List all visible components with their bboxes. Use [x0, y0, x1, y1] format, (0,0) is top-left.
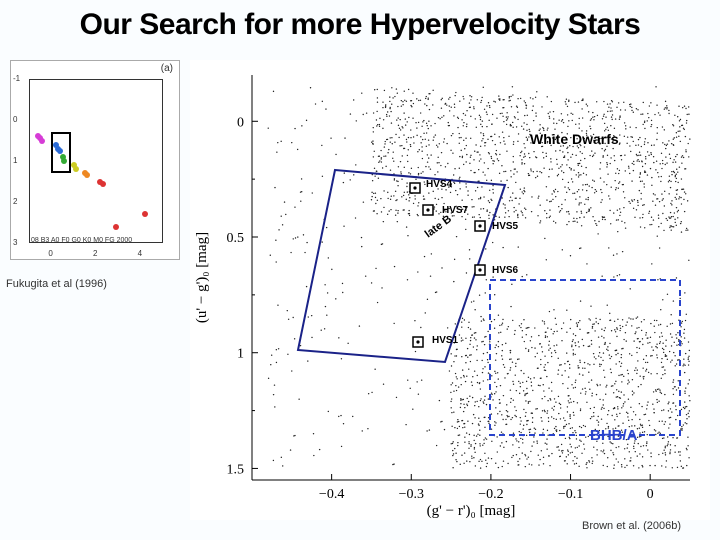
- ytick-label: 1.5: [227, 462, 245, 477]
- page-title: Our Search for more Hypervelocity Stars: [0, 8, 720, 42]
- hvs-label: HVS7: [442, 205, 469, 216]
- left-ytick: 2: [13, 197, 17, 206]
- hvs-label: HVS4: [426, 179, 453, 190]
- hvs-marker-dot: [416, 340, 419, 343]
- left-ytick: 0: [13, 115, 17, 124]
- main-color-color-panel: 0 0.5 1 1.5 −0.4 −0.3 −0.2 −0.1 0 (g' − r')₀ [mag…: [190, 60, 710, 520]
- left-xtick: 2: [93, 249, 97, 258]
- left-citation: Fukugita et al (1996): [6, 278, 107, 290]
- xtick-label: −0.4: [319, 487, 344, 502]
- left-color-color-panel: (a) -1 0 1 2 3 0 2 4 08 B3 A0 F0 G0 K0 M0 FG 200…: [10, 60, 180, 260]
- ytick-label: 0.5: [227, 231, 245, 246]
- hvs-marker-dot: [426, 208, 429, 211]
- ytick-label: 1: [237, 347, 244, 362]
- panel-tag: (a): [161, 63, 173, 74]
- hvs-marker-dot: [478, 268, 481, 271]
- hvs-label: HVS1: [432, 335, 459, 346]
- scatter-group: [268, 86, 691, 469]
- left-xtick: 4: [138, 249, 142, 258]
- ytick-label: 0: [237, 115, 244, 130]
- bhb-a-label: BHB/A: [590, 427, 638, 444]
- left-legend: 08 B3 A0 F0 G0 K0 M0 FG 2000: [31, 237, 132, 244]
- right-citation: Brown et al. (2006b): [582, 520, 681, 532]
- xtick-label: −0.1: [558, 487, 583, 502]
- bhb-a-selection: [490, 280, 680, 435]
- hvs-marker-dot: [413, 186, 416, 189]
- left-xtick: 0: [48, 249, 52, 258]
- left-ytick: 3: [13, 238, 17, 247]
- main-plot-svg: 0 0.5 1 1.5 −0.4 −0.3 −0.2 −0.1 0 (g' − r')₀ [mag…: [190, 60, 710, 520]
- left-ytick: 1: [13, 156, 17, 165]
- xtick-label: 0: [647, 487, 654, 502]
- hvs-label: HVS6: [492, 265, 519, 276]
- hvs-label: HVS5: [492, 221, 519, 232]
- hvs-marker-dot: [478, 224, 481, 227]
- xtick-label: −0.2: [478, 487, 503, 502]
- left-ytick: -1: [13, 74, 20, 83]
- late-b-label: late B: [423, 213, 454, 240]
- white-dwarfs-label: White Dwarfs: [530, 131, 619, 147]
- xlabel: (g' − r')₀ [mag]: [427, 503, 516, 519]
- left-axes-frame: [29, 79, 163, 243]
- ylabel: (u' − g')₀ [mag]: [194, 232, 210, 323]
- xtick-label: −0.3: [399, 487, 424, 502]
